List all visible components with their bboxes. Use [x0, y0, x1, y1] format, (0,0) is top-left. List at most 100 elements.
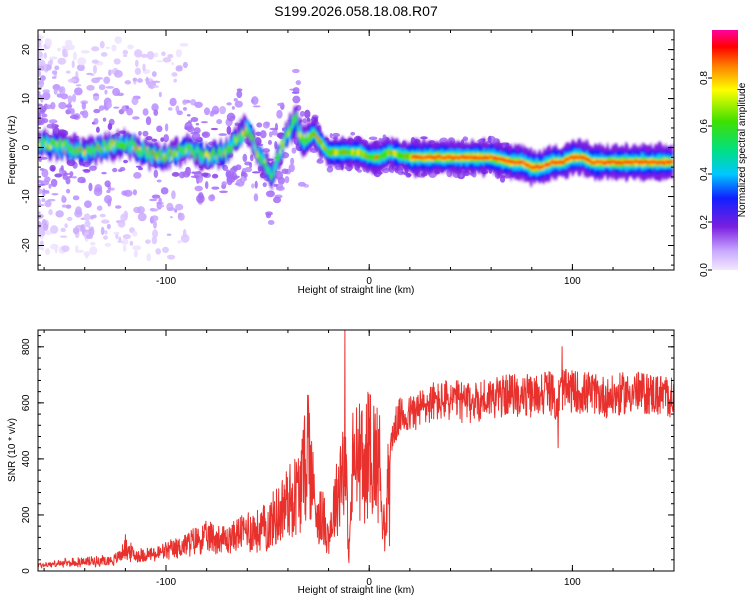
heatmap-noise-blob — [86, 84, 95, 91]
heatmap-noise-blob — [132, 189, 138, 196]
heatmap-noise-blob — [98, 105, 105, 111]
heatmap-noise-blob — [211, 186, 220, 190]
heatmap-noise-blob — [38, 244, 43, 250]
heatmap-noise-blob — [176, 110, 183, 116]
heatmap-noise-blob — [104, 89, 108, 95]
heatmap-noise-blob — [153, 52, 159, 58]
heatmap-noise-blob — [51, 70, 58, 75]
heatmap-noise-blob — [127, 44, 134, 50]
heatmap-noise-blob — [38, 79, 45, 88]
heatmap-noise-blob — [152, 85, 159, 88]
heatmap-noise-blob — [79, 111, 85, 116]
heatmap-noise-blob — [329, 132, 333, 139]
heatmap-ridge-band — [189, 148, 192, 156]
heatmap-noise-blob — [407, 173, 412, 177]
heatmap-noise-blob — [137, 167, 143, 171]
heatmap-noise-blob — [76, 64, 85, 72]
heatmap-noise-blob — [262, 121, 270, 129]
heatmap-noise-blob — [251, 171, 261, 174]
heatmap-noise-blob — [83, 213, 91, 221]
heatmap-noise-blob — [100, 52, 108, 57]
heatmap-noise-blob — [123, 159, 128, 164]
heatmap-noise-blob — [488, 135, 492, 144]
heatmap-noise-blob — [106, 101, 113, 109]
heatmap-noise-blob — [101, 171, 107, 175]
heatmap-noise-blob — [175, 49, 182, 58]
heatmap-noise-blob — [160, 187, 169, 195]
heatmap-ridge-band — [322, 142, 324, 150]
heatmap-noise-blob — [49, 56, 58, 60]
spectrogram-frame — [37, 29, 675, 271]
heatmap-noise-blob — [111, 44, 117, 52]
heatmap-noise-blob — [211, 105, 220, 115]
heatmap-noise-blob — [145, 135, 153, 141]
heatmap-ridge-band — [169, 148, 173, 160]
heatmap-noise-blob — [173, 78, 177, 83]
heatmap-ridge-band — [331, 151, 333, 155]
heatmap-noise-blob — [184, 121, 193, 131]
heatmap-noise-blob — [38, 156, 48, 160]
heatmap-noise-blob — [42, 89, 50, 94]
heatmap-noise-blob — [57, 47, 61, 52]
snr-ytick-label: 800 — [21, 338, 32, 355]
heatmap-noise-blob — [241, 175, 245, 183]
heatmap-noise-blob — [252, 105, 261, 108]
heatmap-noise-blob — [38, 211, 41, 215]
heatmap-noise-blob — [290, 157, 295, 166]
heatmap-noise-blob — [208, 194, 216, 202]
heatmap-noise-blob — [61, 194, 66, 202]
heatmap-noise-blob — [61, 245, 70, 253]
heatmap-noise-blob — [259, 130, 267, 139]
heatmap-noise-blob — [81, 101, 87, 110]
heatmap-noise-blob — [51, 122, 55, 130]
heatmap-noise-blob — [221, 181, 227, 187]
heatmap-noise-blob — [302, 118, 307, 124]
colorbar-tick-label: 0.6 — [699, 119, 710, 133]
heatmap-ridge-band — [116, 137, 118, 143]
colorbar-ticks: 0.0 0.2 0.4 0.6 0.8 — [699, 71, 712, 277]
heatmap-noise-blob — [107, 122, 113, 131]
colorbar-gradient — [712, 30, 738, 270]
heatmap-noise-blob — [41, 190, 50, 193]
heatmap-noise-blob — [133, 249, 139, 258]
heatmap-noise-blob — [166, 202, 174, 212]
heatmap-noise-blob — [158, 204, 165, 208]
heatmap-noise-blob — [105, 46, 111, 50]
heatmap-noise-blob — [122, 54, 128, 57]
heatmap-noise-blob — [60, 227, 66, 233]
heatmap-ridge-band — [324, 146, 326, 151]
heatmap-noise-blob — [292, 87, 300, 94]
heatmap-noise-blob — [137, 212, 147, 222]
heatmap-noise-blob — [80, 50, 90, 54]
spectrogram-ytick-label: -20 — [21, 238, 32, 253]
heatmap-ridge-band — [334, 149, 338, 156]
heatmap-noise-blob — [62, 174, 69, 180]
heatmap-noise-blob — [265, 213, 272, 219]
heatmap-noise-blob — [132, 245, 142, 251]
heatmap-noise-blob — [249, 161, 253, 169]
heatmap-noise-blob — [95, 126, 100, 133]
heatmap-noise-blob — [276, 109, 283, 119]
heatmap-ridge-band — [314, 131, 321, 144]
heatmap-noise-blob — [254, 180, 258, 189]
heatmap-noise-blob — [152, 220, 157, 229]
heatmap-noise-blob — [190, 117, 199, 123]
heatmap-noise-blob — [126, 107, 134, 116]
spectrogram-x-ticks: -100 0 100 — [43, 30, 655, 287]
heatmap-noise-blob — [277, 102, 284, 107]
heatmap-noise-blob — [38, 93, 43, 100]
heatmap-noise-blob — [291, 147, 297, 154]
heatmap-noise-blob — [299, 110, 305, 117]
heatmap-noise-blob — [38, 188, 43, 195]
heatmap-noise-blob — [67, 176, 73, 179]
snr-frame — [37, 329, 675, 572]
colorbar-tick-label: 0.0 — [699, 263, 710, 277]
snr-x-ticks: -100 0 100 — [43, 330, 655, 588]
heatmap-ridge-band — [307, 131, 309, 140]
heatmap-noise-blob — [185, 166, 191, 172]
heatmap-noise-blob — [155, 248, 162, 255]
heatmap-noise-blob — [104, 195, 112, 204]
heatmap-noise-blob — [58, 86, 64, 93]
heatmap-noise-blob — [226, 112, 236, 122]
heatmap-noise-blob — [171, 172, 180, 177]
